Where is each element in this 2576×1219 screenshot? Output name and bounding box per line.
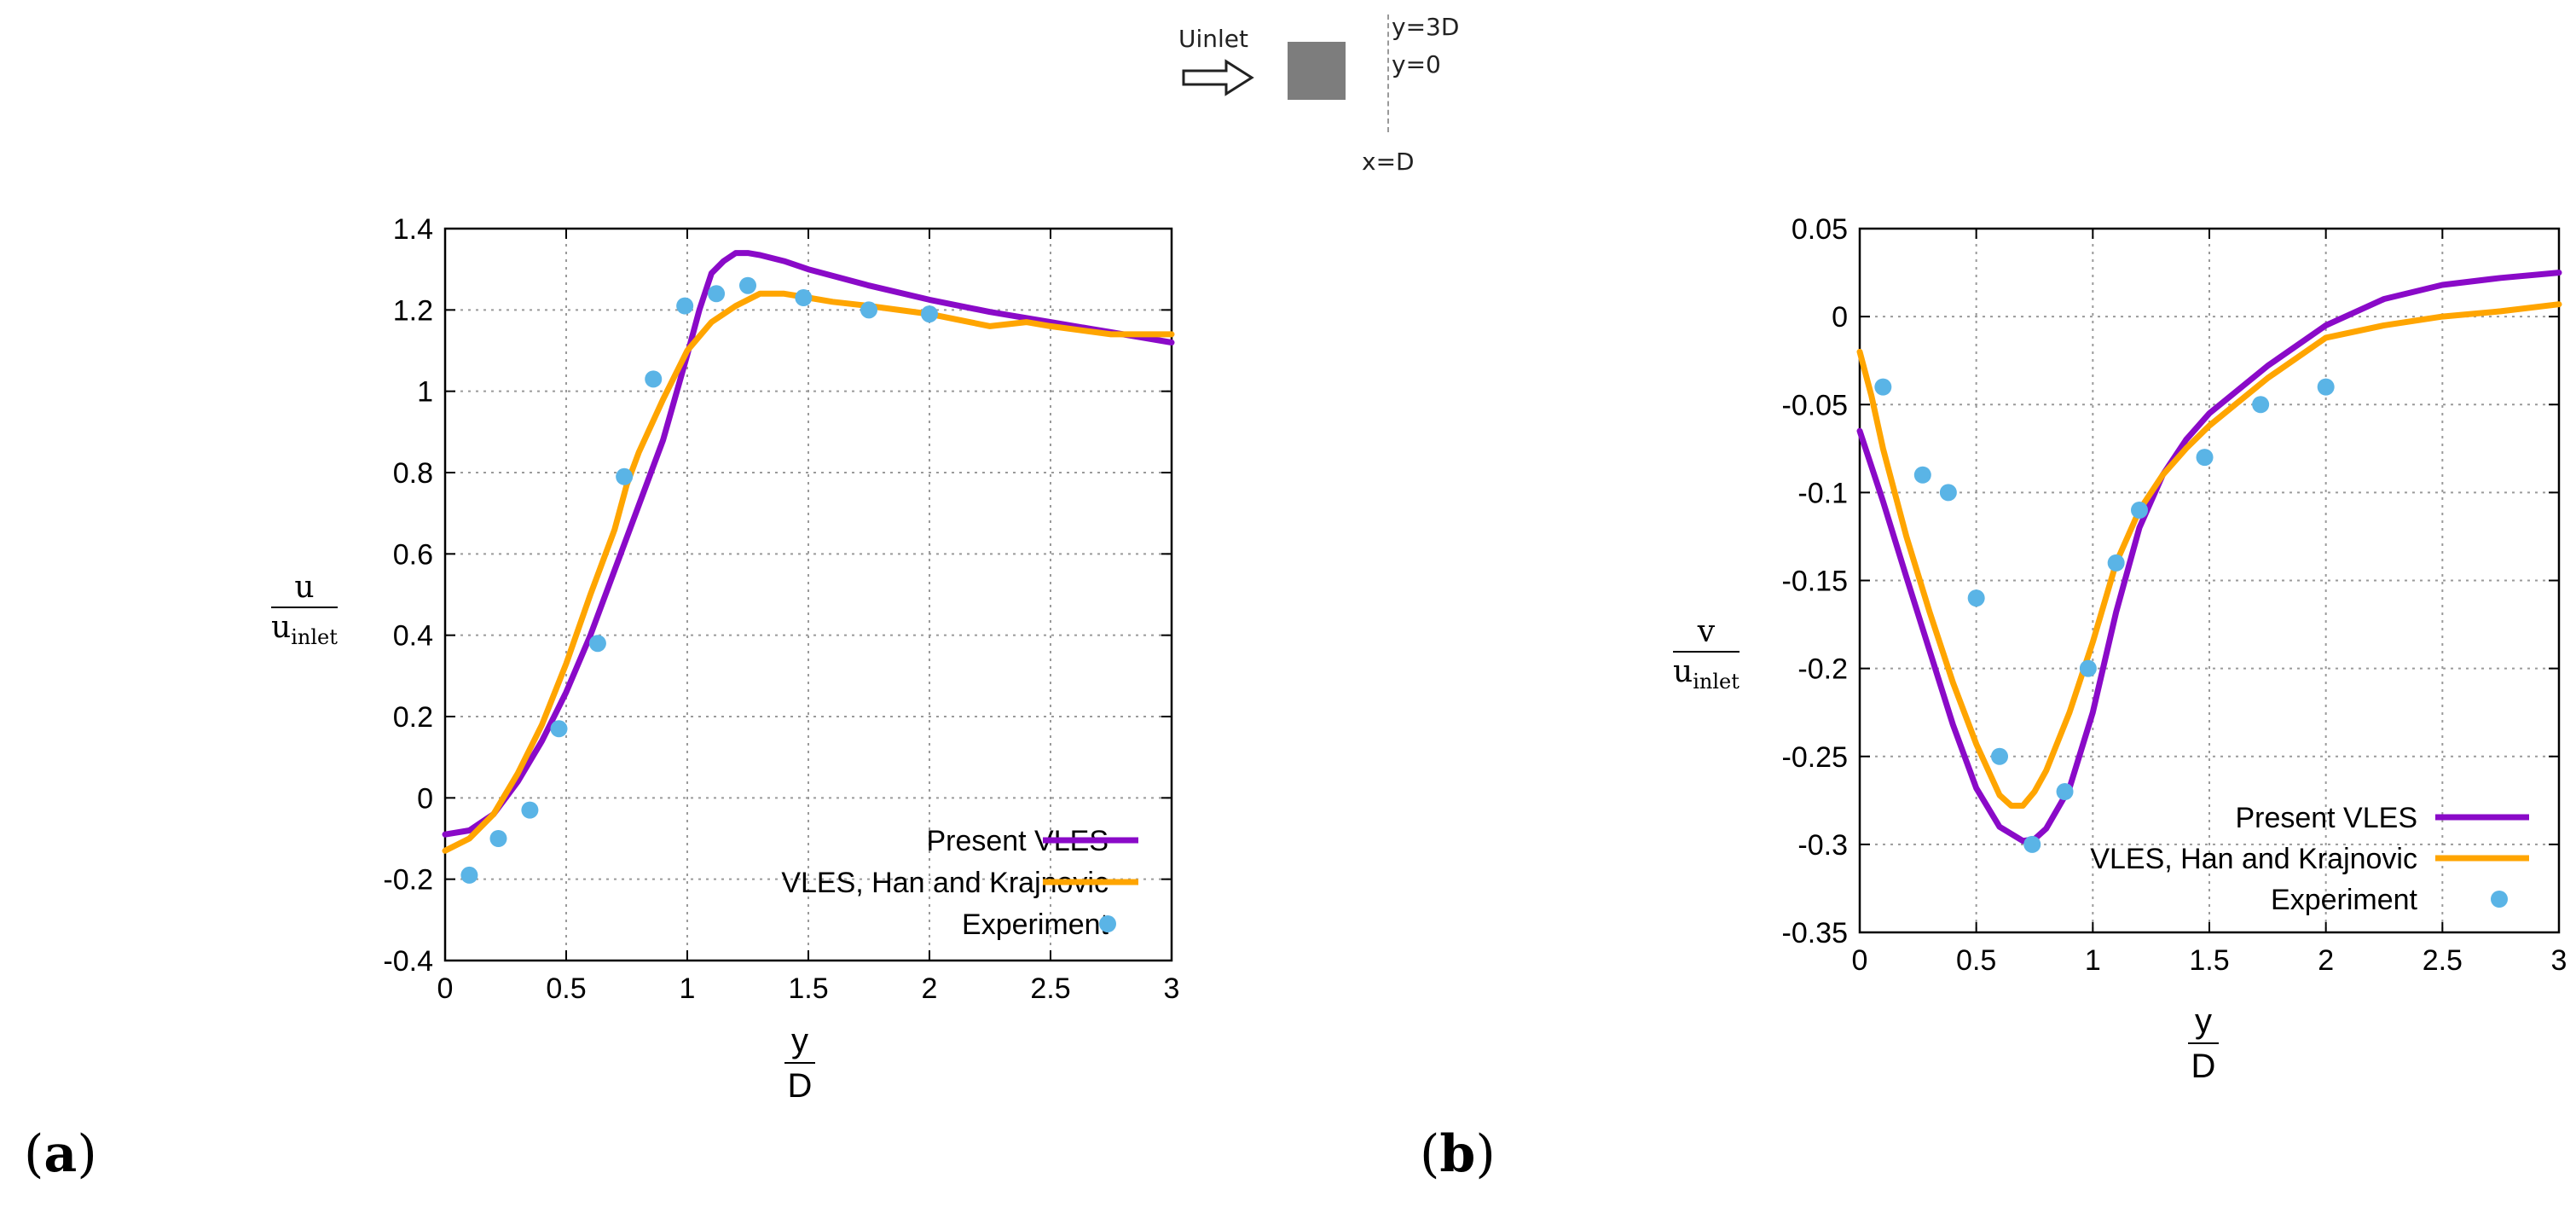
- chart-a-group: 0 0.5 1 1.5 2 2.5 3 -0.4 -0.2 0 0.2 0.4 0.6 0.8 1 1.2 1.…: [383, 213, 1179, 1005]
- chart-b-ytick-label: -0.1: [1797, 477, 1848, 509]
- chart-b-ytick-label: 0: [1832, 301, 1848, 334]
- chart-a-x-label: y D: [784, 1022, 815, 1106]
- flow-schematic: Uinlet y=3D y=0 x=D: [1168, 13, 1509, 188]
- chart-b-series-vles-han-and-krajnovic: [1856, 301, 2562, 809]
- chart-a-legend-label: Experiment: [962, 908, 1109, 941]
- chart-a-point: [645, 370, 663, 388]
- chart-a-ytick-label: -0.4: [383, 945, 433, 978]
- chart-b-ytick-label: -0.25: [1782, 741, 1849, 774]
- chart-a-ytick-label: 0: [417, 782, 433, 815]
- chart-a-ytick-label: 0.6: [393, 538, 433, 571]
- y-top-label: y=3D: [1392, 13, 1460, 41]
- chart-b-ytick-label: -0.35: [1782, 917, 1849, 949]
- chart-a-series-vles-han-and-krajnovic: [442, 290, 1175, 854]
- chart-a-point: [739, 276, 756, 294]
- chart-b-point: [2056, 783, 2074, 800]
- chart-a-y-label-num: u: [271, 570, 338, 608]
- chart-a-series-present-vles: [442, 250, 1175, 838]
- chart-a-point: [521, 801, 539, 819]
- chart-b-frame: [1858, 227, 2561, 934]
- chart-b-xtick-label: 2.5: [2423, 944, 2463, 977]
- chart-b-point: [2131, 502, 2148, 519]
- chart-a-ytick-label: 1.4: [393, 213, 433, 246]
- chart-a-point: [460, 866, 478, 884]
- chart-b-point: [2023, 835, 2041, 853]
- chart-b-point: [1913, 466, 1931, 484]
- chart-b-legend-label: VLES, Han and Krajnovic: [2090, 843, 2417, 875]
- chart-b-xtick-label: 2: [2318, 944, 2334, 977]
- chart-b-series-present-vles: [1856, 270, 2562, 845]
- chart-b-point: [2317, 378, 2335, 396]
- chart-a-ytick-label: 1.2: [393, 294, 433, 327]
- chart-b-point: [2107, 554, 2125, 572]
- chart-a-xtick-label: 0.5: [546, 972, 586, 1005]
- chart-b-y-label: v uinlet: [1673, 614, 1740, 694]
- chart-a-ytick-label: 0.8: [393, 457, 433, 490]
- chart-b-xtick-label: 1.5: [2189, 944, 2229, 977]
- inlet-label: Uinlet: [1178, 25, 1249, 53]
- chart-a-y-label: u uinlet: [271, 570, 338, 649]
- chart-a-point: [616, 467, 634, 485]
- chart-b-ytick-label: -0.15: [1782, 566, 1849, 598]
- probe-line: [1387, 15, 1389, 132]
- chart-a-xtick-label: 0: [437, 972, 454, 1005]
- chart-a-point: [489, 830, 507, 847]
- chart-a-point: [921, 305, 938, 323]
- chart-b-ytick-label: -0.3: [1797, 829, 1848, 862]
- chart-b-point: [1991, 747, 2008, 765]
- chart-b-xtick-label: 3: [2551, 944, 2567, 977]
- chart-b-point: [1967, 589, 1985, 607]
- chart-b-point: [2196, 449, 2214, 467]
- chart-a-xtick-label: 3: [1164, 972, 1180, 1005]
- chart-b-ytick-label: 0.05: [1792, 213, 1848, 246]
- chart-b-ytick-label: -0.05: [1782, 389, 1849, 421]
- chart-a-y-label-den: uinlet: [271, 610, 338, 649]
- y-zero-label: y=0: [1392, 50, 1441, 78]
- chart-a-point: [588, 635, 606, 653]
- chart-b-point: [1874, 378, 1892, 396]
- cylinder-square: [1288, 42, 1346, 100]
- chart-b-x-label-num: y: [2188, 1002, 2219, 1044]
- chart-b-point: [2079, 659, 2097, 677]
- chart-a-ytick-label: 1: [417, 376, 433, 409]
- x-label: x=D: [1362, 148, 1415, 176]
- chart-b-x-label: y D: [2188, 1002, 2219, 1086]
- chart-a-point: [795, 289, 813, 307]
- chart-b-point: [2252, 396, 2270, 414]
- chart-a-point: [860, 301, 877, 319]
- chart-b-legend-label: Experiment: [2271, 884, 2418, 916]
- chart-a-xtick-label: 1.5: [788, 972, 828, 1005]
- chart-b-xtick-label: 0: [1852, 944, 1868, 977]
- chart-b-ytick-label: -0.2: [1797, 653, 1848, 686]
- chart-a-point: [676, 297, 694, 315]
- chart-a-ytick-label: 0.2: [393, 701, 433, 734]
- chart-a-xtick-label: 1: [680, 972, 696, 1005]
- chart-a-ytick-label: 0.4: [393, 620, 433, 653]
- chart-a-frame: [443, 227, 1173, 962]
- chart-b-xtick-label: 1: [2085, 944, 2101, 977]
- chart-b-point: [1939, 484, 1957, 502]
- chart-a-point: [550, 720, 568, 738]
- chart-b-y-label-den: uinlet: [1673, 654, 1740, 694]
- chart-a-xtick-label: 2: [922, 972, 938, 1005]
- chart-b-x-label-den: D: [2191, 1048, 2216, 1085]
- panel-label-b: (b): [1420, 1124, 1496, 1184]
- chart-a-legend-swatch: [1099, 915, 1116, 932]
- inlet-arrow-icon: [1182, 59, 1254, 96]
- chart-b-legend-swatch: [2491, 891, 2508, 908]
- chart-b-xtick-label: 0.5: [1956, 944, 1996, 977]
- chart-b-legend-label: Present VLES: [2235, 802, 2417, 834]
- panel-label-a: (a): [24, 1124, 97, 1184]
- chart-a-ytick-label: -0.2: [383, 864, 433, 897]
- chart-a-xtick-label: 2.5: [1030, 972, 1070, 1005]
- chart-a-x-label-den: D: [787, 1067, 813, 1105]
- chart-a-point: [708, 285, 726, 303]
- chart-b-y-label-num: v: [1673, 614, 1740, 653]
- chart-b-group: 0 0.5 1 1.5 2 2.5 3 -0.35 -0.3 -0.25 -0.2 -0.15 -0.1…: [1782, 213, 2567, 977]
- chart-a-x-label-num: y: [784, 1022, 815, 1064]
